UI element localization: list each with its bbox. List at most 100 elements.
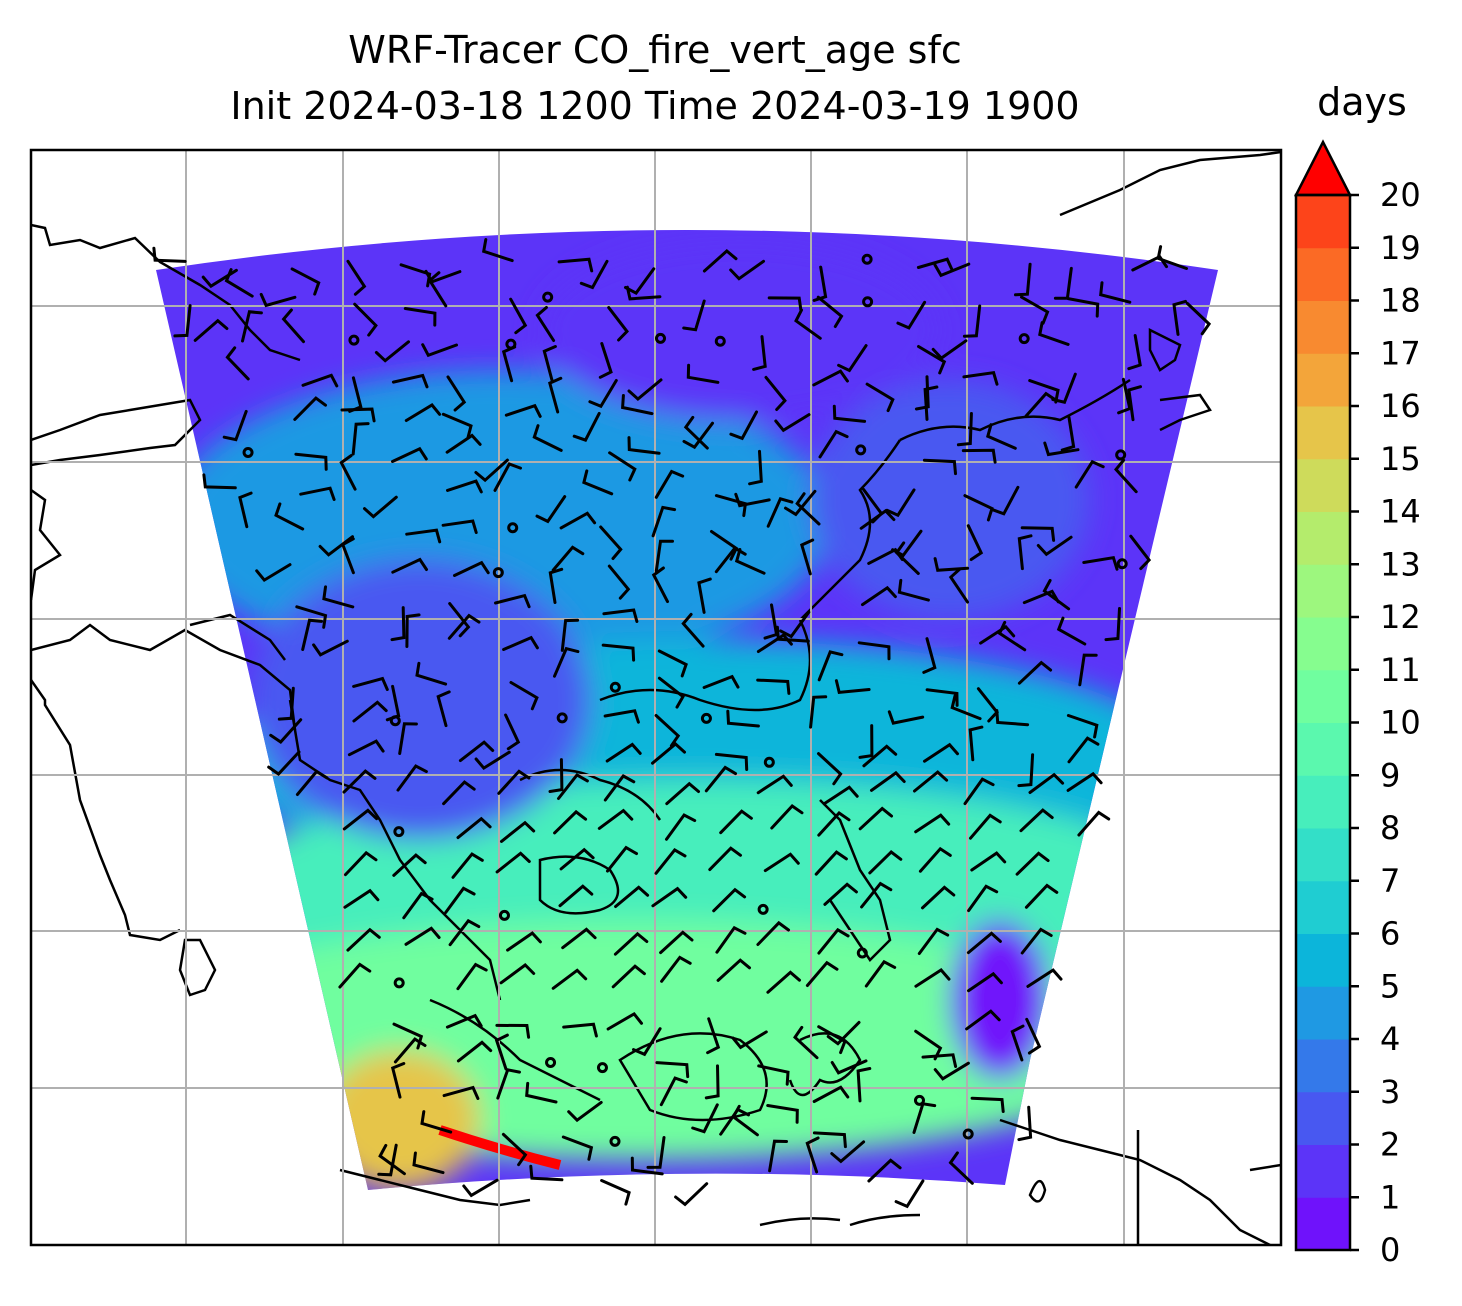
wind-barb [611, 964, 646, 989]
wind-barb [896, 300, 927, 330]
calm-wind-marker [700, 712, 712, 724]
colorbar-tick-label: 8 [1380, 809, 1400, 847]
wind-barb [342, 769, 377, 794]
wind-barb [1067, 736, 1100, 764]
wind-barb [559, 511, 597, 530]
coast-northwest [31, 223, 301, 362]
colorbar-band [1296, 880, 1350, 934]
colorbar-tick-label: 1 [1380, 1178, 1400, 1216]
wind-barb [1172, 299, 1187, 336]
wind-barb [729, 410, 758, 441]
wind-barb [1056, 616, 1087, 646]
wind-barb [415, 661, 448, 686]
coast-arabia [31, 488, 62, 601]
coast-caspian [31, 398, 202, 467]
wind-barb [962, 371, 999, 386]
wind-barb [1156, 245, 1188, 270]
colorbar-tick-label: 4 [1380, 1020, 1400, 1058]
wind-barb [914, 968, 951, 988]
wind-barb [729, 259, 765, 281]
wind-barb [448, 918, 481, 947]
wind-barb [1185, 301, 1212, 336]
calm-wind-marker [542, 291, 554, 303]
wind-barb [557, 772, 589, 800]
wind-barb [962, 304, 982, 338]
wind-barb [931, 339, 968, 361]
coast-burma [288, 699, 502, 1001]
wind-barb [224, 268, 254, 298]
wind-barb [502, 635, 539, 651]
wind-barb [812, 369, 849, 387]
wind-barb [391, 557, 428, 574]
wind-barb [913, 770, 949, 793]
wind-barb [607, 306, 629, 342]
wind-barb [963, 777, 995, 806]
wind-barb [377, 1143, 398, 1177]
colorbar-tick-label: 3 [1380, 1073, 1400, 1111]
wind-barb [396, 764, 428, 792]
wind-barb [654, 539, 674, 573]
wind-barb [347, 739, 385, 757]
wind-barb [657, 676, 685, 709]
wind-barb [775, 625, 810, 643]
wind-barb [784, 489, 817, 517]
colorbar-band [1296, 247, 1350, 301]
chart-subtitle: Init 2024-03-18 1200 Time 2024-03-19 190… [230, 84, 1080, 128]
wind-barb [259, 292, 297, 308]
wind-barb [774, 413, 811, 433]
wind-barb [887, 710, 925, 725]
wind-barb [704, 1064, 720, 1100]
wind-barb [1117, 377, 1132, 415]
wind-barb [451, 852, 484, 879]
calm-wind-marker [492, 567, 504, 579]
coast-timor [1028, 1180, 1047, 1203]
wind-barb [621, 394, 654, 416]
wind-barb [912, 1102, 937, 1134]
wind-barb [917, 345, 947, 375]
wind-barb [509, 297, 528, 335]
wind-barb [603, 709, 640, 724]
wind-barb [447, 613, 481, 640]
wind-barb [351, 422, 370, 456]
wind-barb [1024, 391, 1058, 418]
wind-barb [861, 585, 897, 607]
wind-barb [474, 750, 511, 771]
colorbar-band [1296, 775, 1350, 829]
wind-barb [933, 1061, 970, 1081]
wind-barb [1127, 385, 1142, 422]
wind-barb [597, 808, 634, 830]
wind-barb [353, 302, 378, 337]
calm-wind-marker [609, 681, 621, 693]
wind-barb [894, 1179, 925, 1209]
calm-wind-marker [393, 826, 405, 838]
gridlines [31, 150, 1281, 1245]
colorbar-band [1296, 458, 1350, 512]
wind-barb [548, 376, 563, 414]
colorbar-band [1296, 406, 1350, 460]
wind-barb [427, 271, 448, 308]
wind-barb [922, 458, 957, 476]
wind-barb [494, 1033, 509, 1071]
wind-barb [412, 1151, 445, 1175]
colorbar-tick-label: 9 [1380, 756, 1400, 794]
wind-barb [1028, 772, 1065, 794]
wind-barb [1017, 660, 1053, 685]
wind-barb [956, 412, 973, 447]
wind-barb [548, 758, 564, 793]
wind-barb [393, 1037, 427, 1064]
wind-barb [582, 469, 614, 496]
map-area [31, 150, 1281, 1245]
wind-barb [344, 850, 378, 877]
wind-barb [1066, 297, 1100, 318]
calm-wind-marker [389, 715, 401, 727]
wind-barb [614, 885, 650, 908]
colorbar-band [1296, 300, 1350, 354]
wind-barb [731, 1030, 768, 1050]
calm-wind-marker [545, 1057, 557, 1069]
wind-barb [814, 850, 848, 876]
wind-barb [933, 557, 970, 572]
wind-barb [561, 1135, 594, 1161]
wind-barb [445, 1013, 483, 1029]
wind-barb [444, 886, 476, 914]
